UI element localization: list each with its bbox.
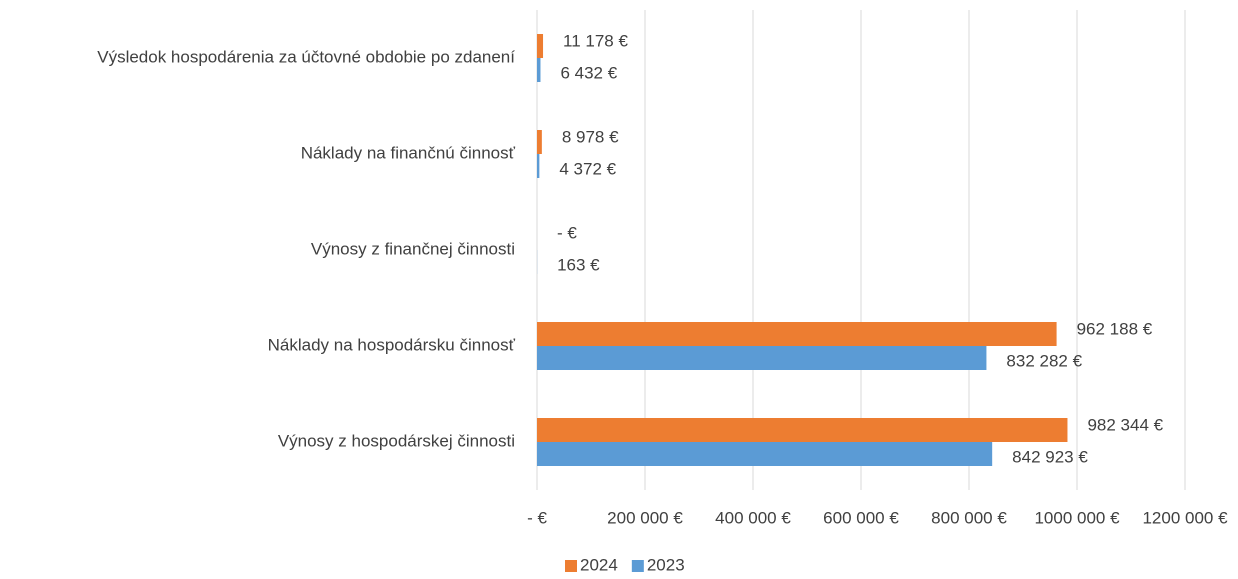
bar [537,322,1057,346]
data-label: 163 € [557,255,600,274]
data-label: 832 282 € [1006,351,1082,370]
bar [537,346,986,370]
bar [537,418,1067,442]
category-label: Náklady na finančnú činnosť [301,143,516,162]
category-label: Výsledok hospodárenia za účtovné obdobie… [97,47,515,66]
bar [537,130,542,154]
data-label: 4 372 € [559,159,616,178]
x-tick-label: - € [527,508,547,527]
bar [537,442,992,466]
legend-swatch [632,560,644,572]
bar [537,154,539,178]
data-label: 962 188 € [1077,319,1153,338]
data-label: 982 344 € [1087,415,1163,434]
legend-label: 2024 [580,555,618,574]
category-label: Výnosy z finančnej činnosti [311,239,515,258]
data-label: 8 978 € [562,127,619,146]
x-tick-label: 200 000 € [607,508,683,527]
data-label: 6 432 € [560,63,617,82]
bar [537,34,543,58]
x-tick-label: 600 000 € [823,508,899,527]
x-tick-label: 800 000 € [931,508,1007,527]
x-tick-label: 400 000 € [715,508,791,527]
bar [537,58,540,82]
x-tick-label: 1200 000 € [1142,508,1228,527]
x-tick-label: 1000 000 € [1034,508,1120,527]
data-label: 11 178 € [563,31,628,50]
data-label: 842 923 € [1012,447,1088,466]
legend-swatch [565,560,577,572]
category-label: Výnosy z hospodárskej činnosti [278,431,515,450]
data-label: - € [557,223,577,242]
category-label: Náklady na hospodársku činnosť [268,335,516,354]
legend-label: 2023 [647,555,685,574]
